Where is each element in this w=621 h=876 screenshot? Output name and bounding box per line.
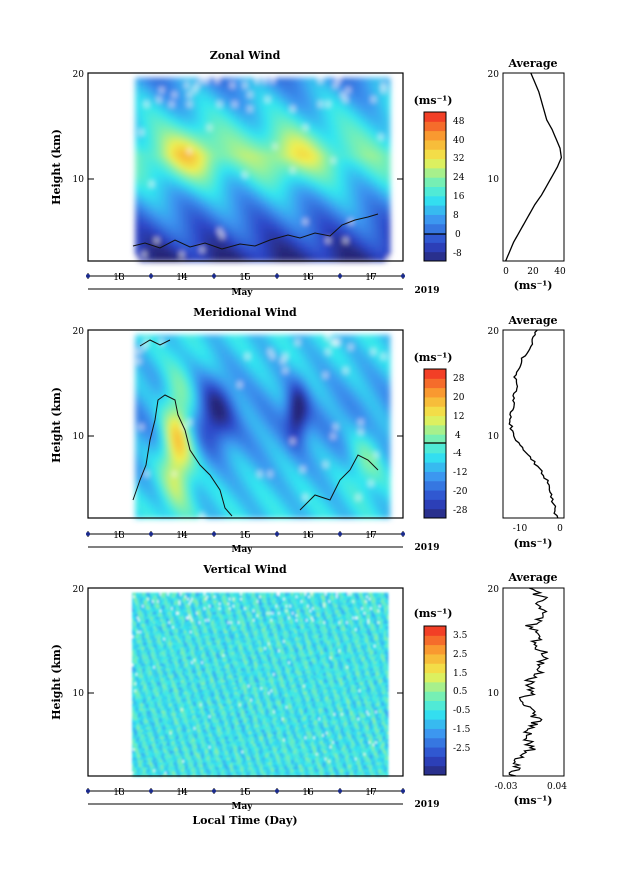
- heatmap-cell: [387, 233, 390, 238]
- colorbar-swatch: [424, 224, 446, 234]
- colorbar-unit: (ms⁻¹): [414, 94, 453, 107]
- heatmap-cell: [387, 247, 390, 252]
- x-axis: 13 14 15 16 17 May 2019: [86, 273, 440, 298]
- heatmap-cell: [387, 176, 390, 181]
- heatmap-cell: [387, 191, 390, 196]
- x-marker: [212, 274, 216, 278]
- y-tick-label: 10: [73, 175, 85, 185]
- heatmap-meridional: [133, 335, 390, 519]
- colorbar-swatch: [424, 187, 446, 197]
- year-label: 2019: [414, 286, 439, 296]
- heatmap-cell: [387, 200, 390, 205]
- heatmap-cell: [387, 92, 390, 97]
- panel-title: Meridional Wind: [193, 306, 297, 319]
- heatmap-cell: [387, 195, 390, 200]
- avg-y-tick: 20: [488, 70, 500, 80]
- colorbar-swatch: [424, 149, 446, 159]
- colorbar-tick: 0: [455, 230, 461, 240]
- colorbar-swatch: [424, 140, 446, 150]
- heatmap-cell: [387, 115, 390, 120]
- y-tick-label: 20: [73, 70, 85, 80]
- colorbar-swatch: [424, 252, 446, 262]
- y-axis-label: Height (km): [50, 129, 63, 205]
- heatmap-cell: [387, 120, 390, 125]
- colorbar-swatch: [424, 196, 446, 206]
- colorbar-tick: 40: [453, 136, 465, 146]
- heatmap-cell: [387, 153, 390, 158]
- heatmap-cell: [387, 167, 390, 172]
- colorbar-tick: 8: [453, 211, 459, 221]
- colorbar: (ms⁻¹) 48 40 32 24 16 8 0 -8: [414, 94, 465, 262]
- colorbar-tick: 48: [453, 117, 465, 127]
- colorbar-swatch: [424, 242, 446, 252]
- heatmap-cell: [387, 87, 390, 92]
- heatmap-cell: [387, 129, 390, 134]
- heatmap-cell: [387, 134, 390, 139]
- heatmap-cell: [387, 209, 390, 214]
- average-frame: [503, 73, 564, 261]
- colorbar-tick: 32: [453, 154, 464, 164]
- heatmap-zonal: [133, 78, 390, 262]
- heatmap-cell: [387, 186, 390, 191]
- average-line: [506, 73, 562, 261]
- heatmap-cell: [387, 148, 390, 153]
- avg-x-tick: 0: [503, 267, 509, 277]
- average-title: Average: [507, 57, 557, 70]
- heatmap-cell: [387, 205, 390, 210]
- month-label: May: [231, 288, 253, 298]
- x-marker: [149, 274, 153, 278]
- avg-x-tick: 20: [527, 267, 539, 277]
- heatmap-cell: [387, 252, 390, 257]
- heatmap-cell: [387, 214, 390, 219]
- heatmap-cell: [387, 172, 390, 177]
- colorbar-swatch: [424, 121, 446, 131]
- x-marker: [86, 274, 90, 278]
- heatmap-cell: [387, 82, 390, 87]
- colorbar-swatch: [424, 112, 446, 122]
- colorbar-swatch: [424, 177, 446, 187]
- colorbar-tick: -8: [453, 249, 462, 259]
- heatmap-cell: [387, 139, 390, 144]
- figure: Zonal Wind Height (km) 10 20 13 14 15 16…: [0, 0, 621, 876]
- heatmap-cell: [387, 78, 390, 83]
- heatmap-cell: [387, 111, 390, 116]
- heatmap-cell: [387, 144, 390, 149]
- heatmap-cell: [387, 181, 390, 186]
- heatmap-cell: [387, 223, 390, 228]
- heatmap-cell: [387, 219, 390, 224]
- x-marker: [275, 274, 279, 278]
- panel-title: Zonal Wind: [210, 49, 281, 62]
- heatmap-cell: [387, 162, 390, 167]
- colorbar-tick: 24: [453, 173, 465, 183]
- panel-zonal-wind: Zonal Wind Height (km) 10 20 13 14 15 16…: [50, 49, 566, 298]
- heatmap-cell: [387, 97, 390, 102]
- heatmap-cell: [387, 125, 390, 130]
- average-profile: Average 20 10 0 20 40 (ms⁻¹): [488, 57, 566, 292]
- colorbar-tick: 16: [453, 192, 465, 202]
- colorbar-swatch: [424, 159, 446, 169]
- heatmap-cell: [387, 238, 390, 243]
- colorbar-swatch: [424, 214, 446, 224]
- panel-meridional-wind: Meridional Wind Height (km) 10 20 13 14 …: [50, 306, 564, 555]
- heatmap-cell: [387, 158, 390, 163]
- average-xlabel: (ms⁻¹): [514, 279, 553, 292]
- colorbar-swatch: [424, 168, 446, 178]
- avg-y-tick: 10: [488, 175, 500, 185]
- colorbar-swatch: [424, 205, 446, 215]
- avg-x-tick: 40: [554, 267, 566, 277]
- heatmap-cell: [387, 242, 390, 247]
- heatmap-cell: [387, 101, 390, 106]
- heatmap-cell: [387, 106, 390, 111]
- x-marker: [401, 274, 405, 278]
- x-marker: [338, 274, 342, 278]
- colorbar-swatch: [424, 131, 446, 141]
- heatmap-cell: [387, 228, 390, 233]
